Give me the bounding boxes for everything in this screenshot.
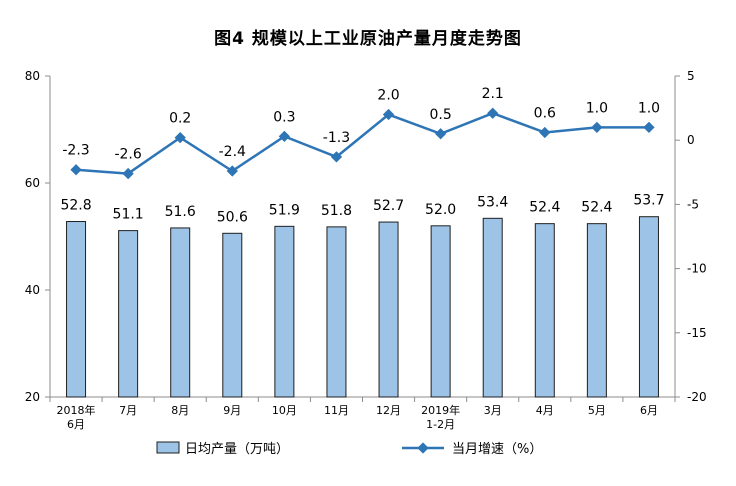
line-data-label: 0.5 bbox=[429, 107, 451, 123]
line-path bbox=[75, 111, 649, 175]
line-data-label: -1.3 bbox=[323, 130, 350, 146]
legend-bar-label: 日均产量（万吨） bbox=[185, 442, 289, 457]
line-point bbox=[70, 164, 82, 176]
bar-data-label: 51.6 bbox=[165, 204, 196, 220]
x-tick-label: 7月 bbox=[119, 404, 137, 417]
line-point bbox=[278, 130, 291, 143]
category-labels: 2018年 6月 7月 8月 9月 10月 11月 12月 2019年 1-2月 3月 4月 5月 6月 bbox=[57, 403, 658, 431]
y-right-tick-label: -5 bbox=[687, 197, 699, 211]
bar bbox=[222, 232, 243, 398]
x-tick-label: 9月 bbox=[223, 404, 241, 417]
bar bbox=[118, 230, 139, 398]
line-point bbox=[434, 128, 447, 140]
bar bbox=[326, 226, 347, 398]
bar bbox=[170, 227, 191, 398]
line-data-label: 0.3 bbox=[273, 109, 295, 125]
y-left-tick-label: 80 bbox=[25, 69, 40, 83]
line-point bbox=[330, 151, 343, 163]
line-point bbox=[591, 121, 603, 134]
legend-line-label: 当月增速（%） bbox=[452, 442, 542, 457]
bar-data-label: 52.0 bbox=[425, 202, 456, 218]
line-data-label: 0.6 bbox=[534, 105, 556, 121]
y-left-tick-label: 60 bbox=[25, 176, 40, 190]
bar bbox=[66, 221, 87, 398]
x-tick-label: 4月 bbox=[536, 404, 554, 417]
x-tick-label: 11月 bbox=[324, 404, 349, 417]
line-point bbox=[643, 121, 655, 134]
y-right-tick-label: -10 bbox=[687, 262, 707, 276]
bar-series bbox=[66, 216, 659, 398]
x-tick-label: 12月 bbox=[376, 404, 401, 417]
y-right-tick-label: -15 bbox=[687, 326, 707, 340]
bar-data-label: 51.9 bbox=[269, 202, 300, 218]
line-data-label: 2.0 bbox=[377, 88, 399, 104]
bar bbox=[274, 225, 295, 398]
bar-data-label: 50.6 bbox=[217, 209, 248, 225]
line-data-label: 1.0 bbox=[586, 100, 608, 116]
line-point bbox=[174, 131, 186, 144]
line-series bbox=[70, 107, 655, 180]
bar bbox=[638, 216, 659, 398]
bar bbox=[430, 225, 451, 398]
bar-data-label: 52.7 bbox=[373, 198, 404, 214]
x-tick-label: 3月 bbox=[484, 404, 502, 417]
bar-data-label: 52.8 bbox=[60, 198, 91, 214]
line-labels: -2.3 -2.6 0.2 -2.4 0.3 -1.3 2.0 0.5 2.1 0.6 1.0 1.0 bbox=[62, 86, 660, 162]
x-tick-label: 6月 bbox=[640, 404, 658, 417]
chart-title: 图4 规模以上工业原油产量月度走势图 bbox=[214, 29, 522, 49]
line-data-label: 1.0 bbox=[638, 100, 660, 116]
bar bbox=[586, 223, 607, 398]
line-data-label: -2.6 bbox=[114, 147, 141, 163]
bar-data-label: 52.4 bbox=[581, 200, 612, 216]
bar-data-label: 53.7 bbox=[633, 193, 664, 209]
bar bbox=[534, 223, 555, 398]
bar-data-label: 53.4 bbox=[477, 194, 508, 210]
bar bbox=[378, 221, 399, 398]
x-tick-label: 2018年 6月 bbox=[57, 403, 96, 431]
x-tick-label: 2019年 1-2月 bbox=[421, 403, 460, 431]
y-right-tick-label: 5 bbox=[687, 69, 695, 83]
legend-line-marker bbox=[417, 442, 429, 454]
bar-data-label: 52.4 bbox=[529, 200, 560, 216]
line-point bbox=[226, 165, 238, 177]
line-point bbox=[539, 126, 551, 139]
y-left-tick-label: 20 bbox=[25, 390, 40, 404]
line-data-label: -2.4 bbox=[219, 144, 246, 160]
y-left-tick-label: 40 bbox=[25, 283, 40, 297]
bar-labels: 52.8 51.1 51.6 50.6 51.9 51.8 52.7 52.0 53.4 52.4… bbox=[60, 193, 664, 226]
y-right-tick-label: 0 bbox=[687, 133, 695, 147]
y-right-tick-label: -20 bbox=[687, 390, 707, 404]
axes: 20 40 60 80 -20 -15 -10 -5 0 5 bbox=[25, 69, 707, 404]
x-tick-label: 5月 bbox=[588, 404, 606, 417]
line-point bbox=[487, 107, 499, 119]
legend: 日均产量（万吨） 当月增速（%） bbox=[156, 441, 542, 457]
bar-data-label: 51.1 bbox=[113, 207, 144, 223]
bar bbox=[482, 217, 503, 398]
line-data-label: 0.2 bbox=[169, 111, 191, 127]
line-data-label: 2.1 bbox=[482, 86, 504, 102]
bar-data-label: 51.8 bbox=[321, 203, 352, 219]
x-tick-label: 8月 bbox=[171, 404, 189, 417]
x-tick-label: 10月 bbox=[272, 404, 297, 417]
line-data-label: -2.3 bbox=[62, 143, 89, 159]
legend-bar-swatch bbox=[156, 441, 180, 454]
